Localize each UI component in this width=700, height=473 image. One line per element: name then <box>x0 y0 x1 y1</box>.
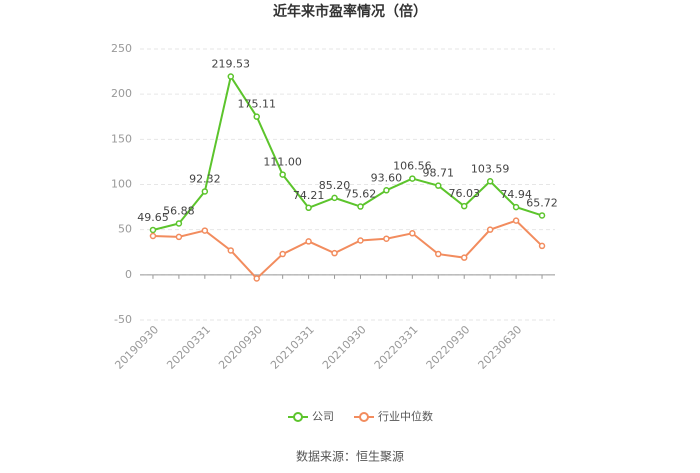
chart-title: 近年来市盈率情况（倍） <box>273 3 427 20</box>
line-series <box>152 73 543 231</box>
point <box>383 187 390 194</box>
point <box>460 202 468 210</box>
point <box>357 203 364 210</box>
source: 数据来源：恒生聚源 <box>296 449 404 464</box>
data-label: 74.94 <box>500 188 532 201</box>
point <box>253 113 260 120</box>
line-series <box>152 219 543 280</box>
y-tick-label: 250 <box>111 42 132 55</box>
data-label: 85.20 <box>319 179 351 192</box>
x-tick-label: 20220930 <box>424 323 473 372</box>
point <box>227 247 235 254</box>
data-label: 103.59 <box>471 162 510 175</box>
point <box>538 242 546 250</box>
y-tick-label: -50 <box>114 313 132 326</box>
y-tick-label: 0 <box>125 268 132 281</box>
point <box>175 220 183 227</box>
point <box>435 182 442 189</box>
data-label: 65.72 <box>526 196 558 209</box>
point <box>486 226 494 233</box>
point <box>279 171 286 178</box>
legend-marker <box>359 412 369 422</box>
x-tick-label: 20200930 <box>216 323 265 372</box>
x-tick-label: 20190930 <box>112 323 161 372</box>
data-label: 76.03 <box>448 187 480 200</box>
point <box>486 178 494 185</box>
data-label: 106.56 <box>393 160 432 173</box>
point <box>175 233 183 241</box>
data-label: 56.88 <box>163 204 195 217</box>
y-tick-label: 50 <box>118 223 132 236</box>
data-label: 175.11 <box>237 98 276 111</box>
point <box>201 227 209 234</box>
point <box>149 226 157 234</box>
data-label: 74.21 <box>293 189 325 202</box>
point <box>279 250 286 258</box>
point <box>305 204 312 212</box>
point <box>409 230 416 237</box>
point <box>409 175 416 182</box>
legend-marker <box>293 412 303 422</box>
data-label: 219.53 <box>212 58 251 71</box>
data-label: 92.32 <box>189 172 221 185</box>
x-tick-label: 20200331 <box>164 323 213 372</box>
point <box>383 235 390 242</box>
legend-label: 行业中位数 <box>378 409 433 423</box>
point <box>357 237 364 244</box>
point <box>227 73 235 80</box>
y-tick-label: 150 <box>111 132 132 145</box>
point <box>538 212 546 219</box>
point <box>149 232 157 240</box>
legend-label: 公司 <box>312 410 334 423</box>
x-tick-label: 20210331 <box>268 323 317 372</box>
y-tick-label: 200 <box>111 87 132 100</box>
data-label: 98.71 <box>423 167 455 180</box>
x-tick-label: 20210930 <box>320 323 369 372</box>
point <box>305 238 312 245</box>
data-label: 93.60 <box>371 171 403 184</box>
data-label: 49.65 <box>137 211 169 224</box>
point <box>331 249 338 257</box>
point <box>253 275 260 282</box>
point <box>201 188 209 195</box>
point <box>512 203 520 211</box>
point <box>460 254 468 261</box>
x-tick-label: 20220331 <box>372 323 421 372</box>
y-tick-label: 100 <box>111 178 132 191</box>
x-tick-label: 20230630 <box>476 323 525 372</box>
data-label: 75.62 <box>345 188 377 201</box>
data-label: 111.00 <box>263 156 302 169</box>
point <box>435 250 442 258</box>
point <box>512 217 520 224</box>
point <box>331 194 338 202</box>
